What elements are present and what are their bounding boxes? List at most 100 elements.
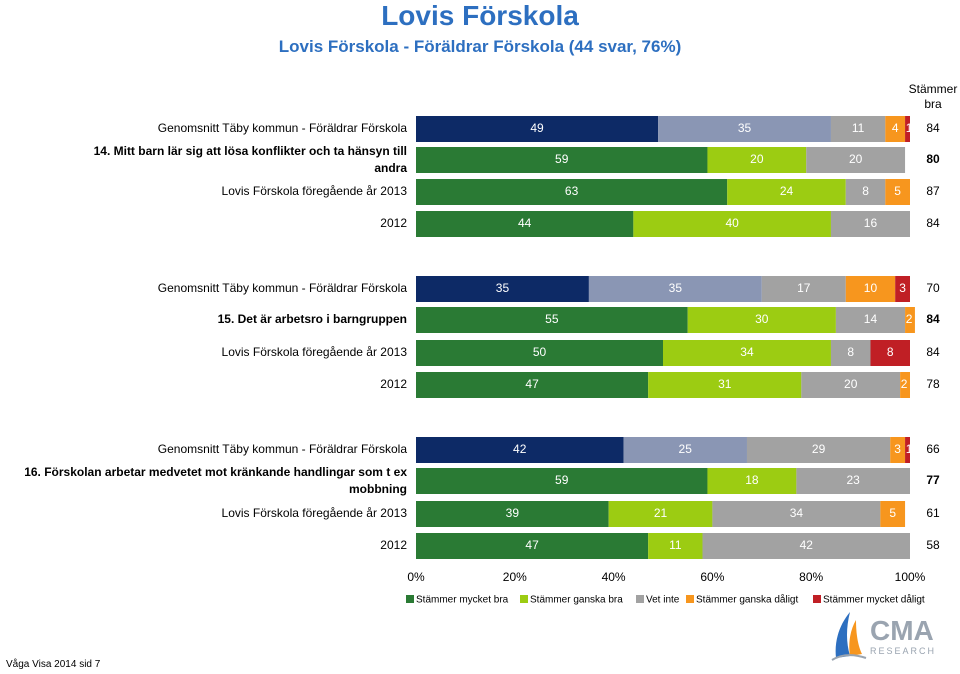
data-label: 0 bbox=[911, 538, 918, 552]
cma-research-logo: CMA RESEARCH bbox=[831, 612, 934, 661]
row-label: Lovis Förskola föregående år 2013 bbox=[222, 345, 408, 359]
bar-segment bbox=[648, 372, 802, 398]
bar-segment bbox=[707, 147, 807, 173]
summary-value: 84 bbox=[926, 345, 940, 359]
bar-segment bbox=[905, 437, 910, 463]
row-label: Genomsnitt Täby kommun - Föräldrar Försk… bbox=[158, 121, 408, 135]
data-label: 11 bbox=[852, 121, 865, 135]
bar-segment bbox=[663, 340, 831, 366]
data-label: 5 bbox=[889, 506, 896, 520]
bar-segment bbox=[806, 147, 906, 173]
bar-segment bbox=[905, 307, 915, 333]
row-label: 16. Förskolan arbetar medvetet mot kränk… bbox=[24, 465, 407, 479]
summary-value: 84 bbox=[926, 121, 940, 135]
bar-segment bbox=[707, 468, 797, 494]
data-label: 23 bbox=[847, 473, 861, 487]
data-label: 47 bbox=[525, 377, 539, 391]
bar-segment bbox=[845, 276, 896, 302]
data-label: 30 bbox=[755, 312, 769, 326]
bar-segment bbox=[801, 372, 901, 398]
data-label: 1 bbox=[906, 121, 913, 135]
data-label: 34 bbox=[790, 506, 804, 520]
x-tick-label: 40% bbox=[602, 570, 626, 584]
data-label: 8 bbox=[887, 345, 894, 359]
bar-segment bbox=[416, 211, 634, 237]
bar-segment bbox=[796, 468, 910, 494]
x-tick-label: 60% bbox=[700, 570, 724, 584]
data-label: 47 bbox=[525, 538, 539, 552]
data-label: 8 bbox=[862, 184, 869, 198]
data-label: 0 bbox=[906, 152, 913, 166]
row-label: Lovis Förskola föregående år 2013 bbox=[222, 506, 408, 520]
legend-swatch bbox=[406, 595, 414, 603]
data-label: 25 bbox=[679, 442, 693, 456]
x-tick-label: 100% bbox=[895, 570, 926, 584]
bar-segment bbox=[845, 179, 886, 205]
data-label: 20 bbox=[849, 152, 863, 166]
logo-text: CMA bbox=[870, 615, 934, 646]
summary-value: 70 bbox=[926, 281, 940, 295]
bar-segment bbox=[416, 340, 663, 366]
data-label: 20 bbox=[844, 377, 858, 391]
data-label: 18 bbox=[745, 473, 759, 487]
bar-segment bbox=[900, 372, 910, 398]
row-label: 2012 bbox=[380, 216, 407, 230]
row-label: 2012 bbox=[380, 538, 407, 552]
summary-value: 84 bbox=[926, 312, 940, 326]
bar-segment bbox=[885, 116, 906, 142]
bar-segment bbox=[416, 147, 708, 173]
bar-segment bbox=[885, 179, 910, 205]
legend-label: Stämmer mycket bra bbox=[416, 595, 509, 606]
summary-value: 78 bbox=[926, 377, 940, 391]
bar-segment bbox=[870, 340, 910, 366]
data-label: 50 bbox=[533, 345, 547, 359]
data-label: 4 bbox=[892, 121, 899, 135]
data-label: 5 bbox=[894, 184, 901, 198]
bar-segment bbox=[761, 276, 846, 302]
data-label: 55 bbox=[545, 312, 559, 326]
bar-segment bbox=[416, 307, 688, 333]
bar-segment bbox=[687, 307, 836, 333]
data-label: 0 bbox=[911, 216, 918, 230]
data-label: 21 bbox=[654, 506, 668, 520]
bar-segment bbox=[416, 533, 649, 559]
bar-segment bbox=[895, 276, 910, 302]
legend-label: Vet inte bbox=[646, 595, 680, 606]
legend-swatch bbox=[636, 595, 644, 603]
bar-segment bbox=[416, 501, 609, 527]
data-label: 14 bbox=[864, 312, 878, 326]
bar-segment bbox=[658, 116, 831, 142]
legend-label: Stämmer mycket dåligt bbox=[823, 594, 925, 606]
data-label: 35 bbox=[496, 281, 510, 295]
bar-segment bbox=[830, 116, 886, 142]
data-label: 11 bbox=[669, 538, 682, 552]
data-label: 40 bbox=[725, 216, 739, 230]
bar-segment bbox=[712, 501, 881, 527]
summary-header-line2: bra bbox=[924, 97, 942, 111]
legend-swatch bbox=[813, 595, 821, 603]
bar-segment bbox=[830, 211, 910, 237]
data-label: 0 bbox=[906, 506, 913, 520]
row-label: 14. Mitt barn lär sig att lösa konflikte… bbox=[94, 144, 407, 158]
data-label: 59 bbox=[555, 152, 569, 166]
data-label: 10 bbox=[864, 281, 878, 295]
row-label: 2012 bbox=[380, 377, 407, 391]
data-label: 35 bbox=[669, 281, 683, 295]
bar-segment bbox=[880, 501, 906, 527]
legend-label: Stämmer ganska dåligt bbox=[696, 594, 798, 606]
data-label: 3 bbox=[894, 442, 901, 456]
bar-segment bbox=[416, 276, 589, 302]
bar-segment bbox=[835, 307, 906, 333]
bar-segment bbox=[746, 437, 891, 463]
summary-header-line1: Stämmer bbox=[909, 82, 958, 96]
summary-value: 61 bbox=[926, 506, 940, 520]
data-label: 31 bbox=[718, 377, 732, 391]
sail-logo-icon bbox=[831, 612, 867, 661]
x-tick-label: 0% bbox=[407, 570, 425, 584]
bar-segment bbox=[416, 116, 659, 142]
data-label: 2 bbox=[901, 377, 908, 391]
data-label: 16 bbox=[864, 216, 878, 230]
row-label: 15. Det är arbetsro i barngruppen bbox=[218, 312, 407, 326]
bar-segment bbox=[830, 340, 871, 366]
